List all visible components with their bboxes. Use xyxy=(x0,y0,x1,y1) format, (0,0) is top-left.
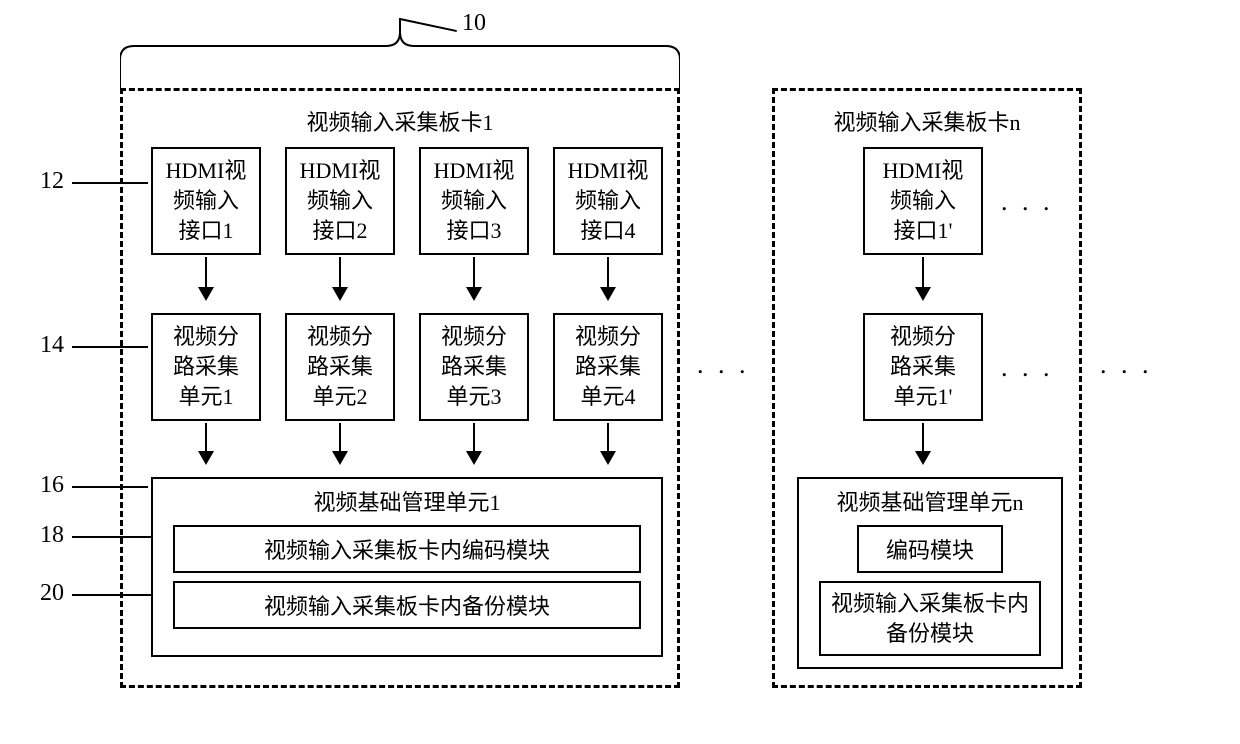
card1-hdmi-4: HDMI视频输入接口4 xyxy=(553,147,663,255)
cardn-split-1: 视频分路采集单元1' xyxy=(863,313,983,421)
arrow-c1-h4-s4 xyxy=(607,257,609,299)
card1-hdmi-2: HDMI视频输入接口2 xyxy=(285,147,395,255)
card1-backup-module: 视频输入采集板卡内备份模块 xyxy=(173,581,641,629)
arrow-c1-s4-m xyxy=(607,423,609,463)
card1-encode-module: 视频输入采集板卡内编码模块 xyxy=(173,525,641,573)
cardn-mgmt-title: 视频基础管理单元n xyxy=(799,479,1061,517)
arrow-c1-h1-s1 xyxy=(205,257,207,299)
cardn-title: 视频输入采集板卡n xyxy=(775,105,1079,137)
ref-10: 10 xyxy=(462,10,486,37)
ref-18: 18 xyxy=(40,522,64,549)
ellipsis-cn-hdmi: . . . xyxy=(1001,187,1054,217)
diagram-stage: 10 12 14 16 18 20 视频输入采集板卡1 HDMI视频输入接口1 … xyxy=(0,0,1240,744)
card1-split-4: 视频分路采集单元4 xyxy=(553,313,663,421)
arrow-c1-s1-m xyxy=(205,423,207,463)
ellipsis-cn-split: . . . xyxy=(1001,353,1054,383)
card1-split-1: 视频分路采集单元1 xyxy=(151,313,261,421)
ellipsis-after-cards: . . . xyxy=(1100,350,1153,380)
card1-hdmi-3: HDMI视频输入接口3 xyxy=(419,147,529,255)
card1-mgmt-title: 视频基础管理单元1 xyxy=(153,479,661,517)
arrow-c1-h3-s3 xyxy=(473,257,475,299)
cardn-hdmi-1: HDMI视频输入接口1' xyxy=(863,147,983,255)
cardn-backup-module: 视频输入采集板卡内备份模块 xyxy=(819,581,1041,656)
card1-hdmi-1: HDMI视频输入接口1 xyxy=(151,147,261,255)
card1-split-2: 视频分路采集单元2 xyxy=(285,313,395,421)
card1-title: 视频输入采集板卡1 xyxy=(123,105,677,137)
card1-mgmt: 视频基础管理单元1 视频输入采集板卡内编码模块 视频输入采集板卡内备份模块 xyxy=(151,477,663,657)
arrow-c1-s2-m xyxy=(339,423,341,463)
arrow-cn-s-m xyxy=(922,423,924,463)
ref-20: 20 xyxy=(40,580,64,607)
card-n: 视频输入采集板卡n HDMI视频输入接口1' . . . 视频分路采集单元1' … xyxy=(772,88,1082,688)
ref-16: 16 xyxy=(40,472,64,499)
ref-12: 12 xyxy=(40,168,64,195)
lead-10 xyxy=(400,18,457,32)
ref-14: 14 xyxy=(40,332,64,359)
cardn-encode-module: 编码模块 xyxy=(857,525,1003,573)
cardn-mgmt: 视频基础管理单元n 编码模块 视频输入采集板卡内备份模块 xyxy=(797,477,1063,669)
card-1: 视频输入采集板卡1 HDMI视频输入接口1 HDMI视频输入接口2 HDMI视频… xyxy=(120,88,680,688)
card1-split-3: 视频分路采集单元3 xyxy=(419,313,529,421)
arrow-cn-h-s xyxy=(922,257,924,299)
bracket-10 xyxy=(120,18,680,88)
arrow-c1-h2-s2 xyxy=(339,257,341,299)
arrow-c1-s3-m xyxy=(473,423,475,463)
ellipsis-between-cards: . . . xyxy=(697,350,750,380)
